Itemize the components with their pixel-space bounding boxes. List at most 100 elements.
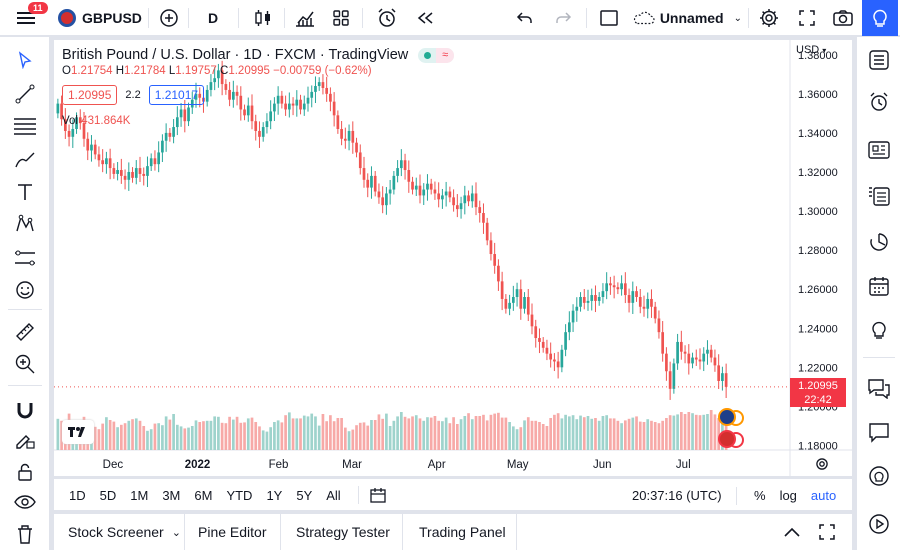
candle-body[interactable] [631, 291, 635, 303]
candle-body[interactable] [284, 103, 287, 110]
candle-body[interactable] [441, 195, 444, 200]
tab-pine-editor[interactable]: Pine Editor [198, 514, 266, 550]
candle-body[interactable] [683, 351, 687, 354]
percent-scale-toggle[interactable]: % [754, 487, 766, 503]
ideas-stream-button[interactable] [864, 315, 894, 345]
candle-body[interactable] [661, 332, 665, 354]
settings-button[interactable] [754, 0, 784, 36]
cursor-tool[interactable] [10, 45, 40, 75]
currency-selector[interactable]: USD ▾ [796, 44, 826, 56]
candle-body[interactable] [381, 197, 385, 206]
candle-body[interactable] [500, 281, 504, 299]
candle-body[interactable] [534, 326, 538, 339]
candle-body[interactable] [612, 285, 616, 288]
candle-body[interactable] [123, 175, 127, 180]
candle-body[interactable] [314, 86, 317, 92]
tradingview-logo[interactable] [62, 420, 94, 444]
candle-body[interactable] [231, 91, 235, 100]
candle-body[interactable] [157, 152, 161, 165]
trend-line-tool[interactable] [10, 79, 40, 109]
candle-body[interactable] [679, 341, 683, 352]
candle-body[interactable] [108, 158, 112, 169]
candle-body[interactable] [392, 175, 396, 190]
candle-body[interactable] [567, 322, 571, 333]
candle-body[interactable] [161, 140, 164, 153]
candle-body[interactable] [549, 353, 553, 360]
candle-body[interactable] [71, 129, 75, 137]
candle-body[interactable] [489, 240, 493, 255]
candle-body[interactable] [538, 338, 541, 342]
candle-body[interactable] [351, 130, 355, 143]
candle-body[interactable] [426, 183, 429, 190]
candle-body[interactable] [721, 373, 724, 381]
candle-body[interactable] [575, 306, 579, 311]
candle-body[interactable] [164, 132, 168, 141]
range-1m[interactable]: 1M [130, 487, 149, 503]
candle-body[interactable] [448, 191, 452, 198]
candle-body[interactable] [105, 158, 108, 165]
compare-button[interactable] [154, 0, 184, 36]
redo-button[interactable] [548, 0, 578, 36]
brush-tool[interactable] [10, 145, 40, 175]
candle-body[interactable] [724, 373, 728, 387]
candle-body[interactable] [370, 175, 373, 188]
candle-body[interactable] [149, 158, 153, 167]
candle-body[interactable] [179, 109, 183, 118]
candle-body[interactable] [116, 170, 119, 174]
candle-body[interactable] [205, 89, 209, 102]
candle-body[interactable] [497, 265, 500, 282]
fib-tool[interactable] [10, 111, 40, 141]
tab-strategy-tester[interactable]: Strategy Tester [296, 514, 390, 550]
candle-body[interactable] [75, 117, 78, 129]
log-scale-toggle[interactable]: log [779, 487, 797, 503]
candle-body[interactable] [698, 359, 702, 362]
time-axis-settings[interactable] [814, 456, 834, 474]
chats-button[interactable] [864, 373, 894, 403]
candle-body[interactable] [265, 121, 269, 128]
symbol-search-button[interactable]: GBPUSD [58, 0, 144, 36]
candle-body[interactable] [340, 129, 343, 139]
candle-body[interactable] [217, 70, 220, 79]
candle-body[interactable] [153, 158, 157, 165]
candle-body[interactable] [638, 297, 642, 307]
candle-body[interactable] [694, 357, 698, 360]
candle-body[interactable] [635, 291, 638, 297]
candle-body[interactable] [519, 289, 523, 309]
candle-body[interactable] [429, 183, 433, 190]
candle-body[interactable] [112, 168, 116, 174]
candle-body[interactable] [239, 95, 243, 110]
fullscreen-select-button[interactable] [594, 0, 624, 36]
snapshot-button[interactable] [828, 0, 858, 36]
candle-body[interactable] [343, 138, 347, 141]
candle-body[interactable] [545, 347, 549, 354]
candle-body[interactable] [709, 349, 713, 358]
candle-body[interactable] [444, 191, 448, 196]
candle-body[interactable] [280, 95, 284, 104]
icon-tool[interactable] [10, 275, 40, 305]
candle-body[interactable] [310, 91, 314, 98]
streams-button[interactable] [864, 509, 894, 539]
candle-body[interactable] [564, 332, 567, 350]
candle-body[interactable] [291, 103, 295, 106]
candle-body[interactable] [403, 160, 407, 171]
candle-body[interactable] [362, 168, 366, 180]
lock-drawings-tool[interactable] [10, 457, 40, 487]
goto-date-button[interactable] [369, 486, 387, 504]
candle-body[interactable] [235, 91, 239, 96]
candle-body[interactable] [571, 310, 575, 323]
candle-body[interactable] [299, 99, 302, 110]
range-1d[interactable]: 1D [69, 487, 86, 503]
candle-body[interactable] [67, 130, 71, 137]
candle-body[interactable] [172, 127, 175, 137]
range-5d[interactable]: 5D [99, 487, 117, 503]
candle-body[interactable] [623, 283, 627, 296]
ideas-button[interactable] [862, 0, 898, 36]
candle-body[interactable] [131, 171, 134, 178]
candle-body[interactable] [355, 142, 358, 153]
candle-body[interactable] [687, 353, 691, 364]
candle-body[interactable] [347, 130, 351, 141]
candle-body[interactable] [560, 349, 564, 368]
news-button[interactable] [864, 135, 894, 165]
candle-body[interactable] [485, 222, 489, 241]
candle-body[interactable] [511, 297, 515, 303]
